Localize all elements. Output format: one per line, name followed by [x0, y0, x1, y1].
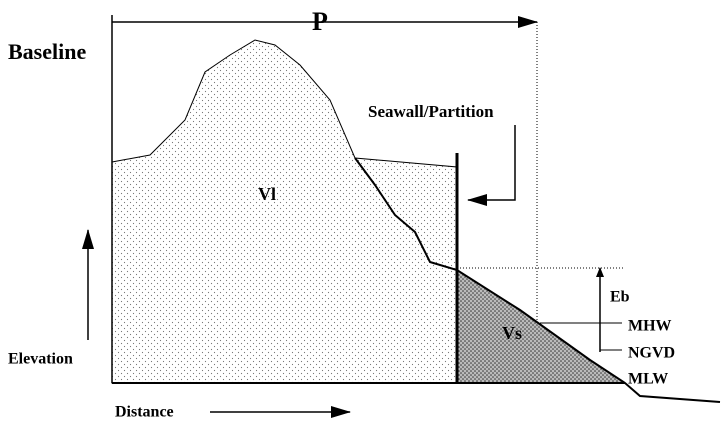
volume-land	[111, 39, 458, 384]
vl-label: Vl	[258, 184, 276, 204]
elevation-label: Elevation	[8, 351, 73, 368]
ngvd-label: NGVD	[628, 345, 675, 362]
baseline-label: Baseline	[8, 39, 86, 64]
eb-label: Eb	[610, 289, 630, 306]
distance-label: Distance	[115, 404, 174, 421]
mhw-label: MHW	[628, 318, 672, 335]
vs-label: Vs	[502, 323, 522, 343]
p-label: P	[312, 7, 328, 36]
seawall-pointer	[467, 125, 516, 206]
mlw-label: MLW	[628, 371, 668, 388]
seawall-label: Seawall/Partition	[368, 102, 494, 121]
